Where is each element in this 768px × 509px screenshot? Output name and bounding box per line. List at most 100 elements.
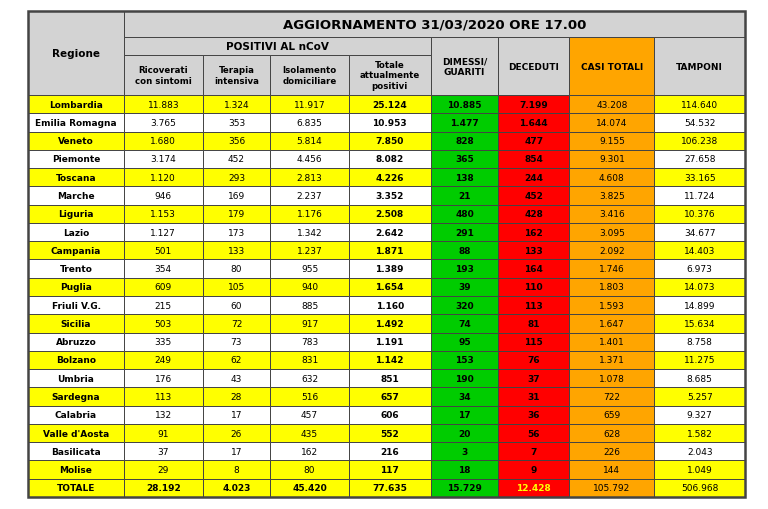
Text: 133: 133 bbox=[525, 246, 543, 256]
Bar bbox=[654, 315, 745, 333]
Text: 1.803: 1.803 bbox=[599, 283, 625, 292]
Text: 1.160: 1.160 bbox=[376, 301, 404, 310]
Bar bbox=[654, 424, 745, 442]
Bar bbox=[431, 38, 498, 96]
Bar bbox=[431, 479, 498, 497]
Bar bbox=[654, 387, 745, 406]
Text: 105: 105 bbox=[228, 283, 245, 292]
Text: 10.953: 10.953 bbox=[372, 119, 407, 128]
Text: Isolamento
domiciliare: Isolamento domiciliare bbox=[283, 66, 336, 86]
Bar bbox=[270, 461, 349, 479]
Text: 452: 452 bbox=[525, 191, 543, 201]
Bar bbox=[431, 242, 498, 260]
Bar bbox=[124, 38, 431, 56]
Bar bbox=[28, 479, 124, 497]
Bar bbox=[124, 187, 203, 205]
Bar bbox=[654, 406, 745, 424]
Bar bbox=[498, 296, 569, 315]
Text: 249: 249 bbox=[155, 356, 172, 365]
Text: 5.257: 5.257 bbox=[687, 392, 713, 401]
Text: 72: 72 bbox=[230, 319, 242, 328]
Text: 14.403: 14.403 bbox=[684, 246, 716, 256]
Text: 80: 80 bbox=[304, 465, 316, 474]
Bar bbox=[498, 242, 569, 260]
Text: 353: 353 bbox=[228, 119, 245, 128]
Text: 2.237: 2.237 bbox=[296, 191, 323, 201]
Text: 1.644: 1.644 bbox=[519, 119, 548, 128]
Bar bbox=[124, 424, 203, 442]
Bar bbox=[203, 187, 270, 205]
Bar bbox=[498, 479, 569, 497]
Text: Regione: Regione bbox=[52, 49, 100, 59]
Bar bbox=[124, 169, 203, 187]
Bar bbox=[349, 56, 431, 96]
Text: 29: 29 bbox=[157, 465, 169, 474]
Bar bbox=[654, 278, 745, 296]
Bar bbox=[28, 114, 124, 132]
Bar bbox=[270, 96, 349, 114]
Text: 1.078: 1.078 bbox=[599, 374, 625, 383]
Text: 9: 9 bbox=[531, 465, 537, 474]
Bar bbox=[349, 351, 431, 370]
Bar bbox=[270, 223, 349, 242]
Text: 162: 162 bbox=[525, 228, 543, 237]
Bar bbox=[124, 151, 203, 169]
Bar bbox=[569, 351, 654, 370]
Text: 457: 457 bbox=[301, 410, 318, 419]
Bar bbox=[203, 351, 270, 370]
Bar bbox=[498, 424, 569, 442]
Bar bbox=[654, 442, 745, 461]
Bar bbox=[431, 223, 498, 242]
Text: 1.401: 1.401 bbox=[599, 337, 624, 347]
Bar bbox=[28, 12, 124, 96]
Bar bbox=[124, 333, 203, 351]
Text: 452: 452 bbox=[228, 155, 245, 164]
Text: 3.765: 3.765 bbox=[151, 119, 177, 128]
Bar bbox=[569, 242, 654, 260]
Text: 2.642: 2.642 bbox=[376, 228, 404, 237]
Text: 1.237: 1.237 bbox=[296, 246, 323, 256]
Bar bbox=[203, 205, 270, 223]
Text: AGGIORNAMENTO 31/03/2020 ORE 17.00: AGGIORNAMENTO 31/03/2020 ORE 17.00 bbox=[283, 18, 586, 32]
Text: 8: 8 bbox=[233, 465, 240, 474]
Text: 2.043: 2.043 bbox=[687, 447, 713, 456]
Bar bbox=[124, 406, 203, 424]
Text: TOTALE: TOTALE bbox=[57, 484, 95, 492]
Bar bbox=[203, 260, 270, 278]
Bar bbox=[654, 38, 745, 96]
Text: 43: 43 bbox=[230, 374, 242, 383]
Text: 14.073: 14.073 bbox=[684, 283, 716, 292]
Bar bbox=[349, 114, 431, 132]
Bar bbox=[124, 242, 203, 260]
Bar bbox=[28, 132, 124, 151]
Bar bbox=[498, 38, 569, 96]
Text: 117: 117 bbox=[380, 465, 399, 474]
Text: Sicilia: Sicilia bbox=[61, 319, 91, 328]
Text: 940: 940 bbox=[301, 283, 318, 292]
Text: 113: 113 bbox=[154, 392, 172, 401]
Text: 179: 179 bbox=[228, 210, 245, 219]
Text: 26: 26 bbox=[230, 429, 242, 438]
Text: 62: 62 bbox=[230, 356, 242, 365]
Text: 88: 88 bbox=[458, 246, 471, 256]
Text: 917: 917 bbox=[301, 319, 318, 328]
Text: Molise: Molise bbox=[60, 465, 92, 474]
Text: CASI TOTALI: CASI TOTALI bbox=[581, 63, 643, 71]
Text: 28: 28 bbox=[230, 392, 242, 401]
Bar bbox=[498, 351, 569, 370]
Bar bbox=[124, 315, 203, 333]
Text: 8.685: 8.685 bbox=[687, 374, 713, 383]
Bar bbox=[569, 114, 654, 132]
Text: 9.327: 9.327 bbox=[687, 410, 713, 419]
Text: 4.023: 4.023 bbox=[222, 484, 250, 492]
Bar bbox=[349, 296, 431, 315]
Text: 1.342: 1.342 bbox=[296, 228, 323, 237]
Text: 56: 56 bbox=[528, 429, 540, 438]
Text: 365: 365 bbox=[455, 155, 474, 164]
Bar bbox=[203, 242, 270, 260]
Text: 10.885: 10.885 bbox=[447, 100, 482, 109]
Bar bbox=[569, 370, 654, 387]
Text: 37: 37 bbox=[528, 374, 540, 383]
Text: 81: 81 bbox=[528, 319, 540, 328]
Bar bbox=[569, 315, 654, 333]
